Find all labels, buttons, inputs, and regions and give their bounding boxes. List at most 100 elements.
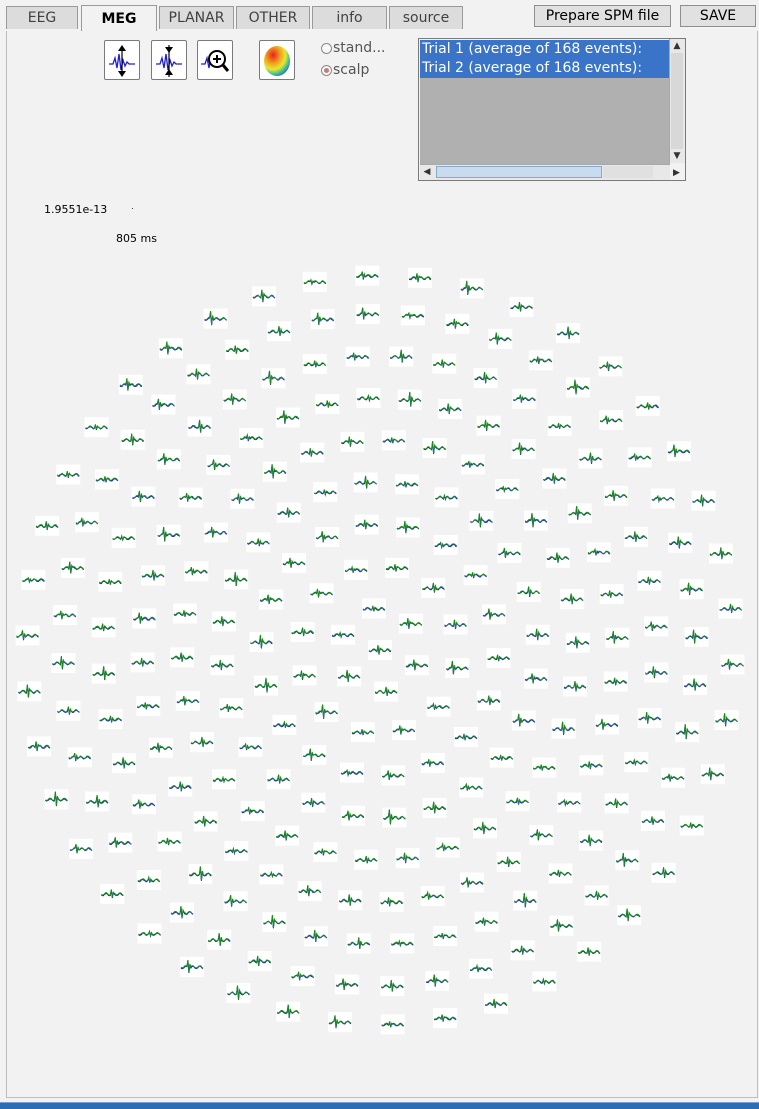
trial-list[interactable]: Trial 1 (average of 168 events): Trial 2… bbox=[420, 40, 670, 164]
sensor-waveform[interactable] bbox=[203, 522, 228, 543]
sensor-waveform[interactable] bbox=[131, 486, 156, 507]
sensor-waveform[interactable] bbox=[473, 367, 498, 388]
sensor-waveform[interactable] bbox=[435, 837, 460, 858]
sensor-waveform[interactable] bbox=[15, 625, 40, 646]
sensor-waveform[interactable] bbox=[637, 570, 662, 591]
sensor-waveform[interactable] bbox=[84, 417, 109, 438]
sensor-waveform[interactable] bbox=[468, 958, 493, 979]
sensor-waveform[interactable] bbox=[239, 427, 264, 448]
sensor-waveform[interactable] bbox=[425, 970, 450, 991]
sensor-waveform[interactable] bbox=[700, 764, 725, 785]
sensor-waveform[interactable] bbox=[720, 654, 745, 675]
sensor-waveform[interactable] bbox=[420, 885, 445, 906]
sensor-waveform[interactable] bbox=[267, 321, 292, 342]
sensor-waveform[interactable] bbox=[579, 755, 604, 776]
sensor-waveform[interactable] bbox=[141, 565, 166, 586]
sensor-waveform[interactable] bbox=[438, 399, 463, 420]
sensor-waveform[interactable] bbox=[156, 449, 181, 470]
sensor-waveform[interactable] bbox=[391, 720, 416, 741]
sensor-waveform[interactable] bbox=[337, 666, 362, 687]
sensor-waveform[interactable] bbox=[524, 510, 549, 531]
sensor-waveform[interactable] bbox=[532, 757, 557, 778]
sensor-waveform[interactable] bbox=[297, 880, 322, 901]
sensor-waveform[interactable] bbox=[587, 542, 612, 563]
sensor-waveform[interactable] bbox=[344, 559, 369, 580]
sensor-waveform[interactable] bbox=[118, 374, 143, 395]
sensor-waveform[interactable] bbox=[178, 487, 203, 508]
sensor-waveform[interactable] bbox=[481, 604, 506, 625]
sensor-waveform[interactable] bbox=[148, 737, 173, 758]
sensor-waveform[interactable] bbox=[203, 308, 228, 329]
sensor-waveform[interactable] bbox=[459, 777, 484, 798]
sensor-waveform[interactable] bbox=[219, 698, 244, 719]
sensor-waveform[interactable] bbox=[98, 571, 123, 592]
sensor-waveform[interactable] bbox=[565, 632, 590, 653]
sensor-waveform[interactable] bbox=[331, 624, 356, 645]
sensor-waveform[interactable] bbox=[354, 849, 379, 870]
sensor-waveform[interactable] bbox=[210, 655, 235, 676]
sensor-waveform[interactable] bbox=[577, 941, 602, 962]
sensor-waveform[interactable] bbox=[640, 810, 665, 831]
zoom-in-button[interactable] bbox=[197, 40, 233, 80]
sensor-waveform[interactable] bbox=[708, 543, 733, 564]
sensor-waveform[interactable] bbox=[224, 840, 249, 861]
sensor-waveform[interactable] bbox=[21, 569, 46, 590]
sensor-waveform[interactable] bbox=[422, 797, 447, 818]
sensor-waveform[interactable] bbox=[361, 598, 386, 619]
sensor-waveform[interactable] bbox=[390, 933, 415, 954]
sensor-waveform[interactable] bbox=[301, 792, 326, 813]
sensor-waveform[interactable] bbox=[496, 852, 521, 873]
sensor-waveform[interactable] bbox=[169, 902, 194, 923]
sensor-waveform[interactable] bbox=[100, 883, 125, 904]
sensor-waveform[interactable] bbox=[226, 983, 251, 1004]
sensor-waveform[interactable] bbox=[579, 830, 604, 851]
sensor-waveform[interactable] bbox=[302, 271, 327, 292]
sensor-waveform[interactable] bbox=[302, 745, 327, 766]
sensor-waveform[interactable] bbox=[168, 776, 193, 797]
sensor-waveform[interactable] bbox=[474, 911, 499, 932]
sensor-waveform[interactable] bbox=[193, 811, 218, 832]
sensor-waveform[interactable] bbox=[547, 415, 572, 436]
sensor-waveform[interactable] bbox=[598, 356, 623, 377]
horizontal-scroll-thumb[interactable] bbox=[436, 166, 602, 178]
sensor-waveform[interactable] bbox=[276, 502, 301, 523]
sensor-waveform[interactable] bbox=[549, 915, 574, 936]
sensor-waveform[interactable] bbox=[489, 747, 514, 768]
sensor-waveform[interactable] bbox=[74, 512, 99, 533]
sensor-waveform[interactable] bbox=[44, 789, 69, 810]
sensor-waveform[interactable] bbox=[368, 640, 392, 660]
sensor-waveform[interactable] bbox=[131, 794, 156, 815]
sensor-waveform[interactable] bbox=[262, 912, 287, 933]
sensor-waveform[interactable] bbox=[259, 589, 284, 610]
sensor-waveform[interactable] bbox=[340, 762, 365, 783]
sensor-waveform[interactable] bbox=[472, 818, 497, 839]
sensor-waveform[interactable] bbox=[432, 353, 457, 374]
sensor-waveform[interactable] bbox=[108, 832, 133, 853]
sensor-waveform[interactable] bbox=[51, 653, 76, 674]
sensor-waveform[interactable] bbox=[525, 624, 550, 645]
tab-meg[interactable]: MEG bbox=[81, 5, 157, 31]
scroll-down-icon[interactable]: ▼ bbox=[673, 151, 681, 161]
sensor-waveform[interactable] bbox=[400, 305, 425, 326]
sensor-waveform[interactable] bbox=[137, 923, 162, 944]
sensor-waveform[interactable] bbox=[230, 488, 255, 509]
sensor-waveform[interactable] bbox=[91, 617, 116, 638]
sensor-waveform[interactable] bbox=[599, 410, 624, 431]
sensor-waveform[interactable] bbox=[476, 415, 501, 436]
sensor-waveform[interactable] bbox=[60, 557, 85, 578]
radio-scalp-indicator[interactable] bbox=[321, 64, 332, 76]
trial-item-2[interactable]: Trial 2 (average of 168 events): bbox=[420, 59, 670, 78]
sensor-waveform[interactable] bbox=[310, 309, 335, 330]
sensor-waveform[interactable] bbox=[684, 626, 709, 647]
vertical-scroll-track[interactable] bbox=[671, 53, 683, 149]
sensor-waveform[interactable] bbox=[511, 439, 536, 460]
sensor-waveform[interactable] bbox=[175, 690, 200, 711]
sensor-waveform[interactable] bbox=[421, 577, 446, 598]
sensor-waveform[interactable] bbox=[340, 431, 365, 452]
sensor-waveform[interactable] bbox=[184, 561, 209, 582]
sensor-waveform[interactable] bbox=[313, 482, 338, 503]
sensor-waveform[interactable] bbox=[604, 485, 629, 506]
sensor-waveform[interactable] bbox=[603, 671, 628, 692]
sensor-waveform[interactable] bbox=[266, 769, 291, 790]
sensor-waveform[interactable] bbox=[272, 714, 297, 735]
